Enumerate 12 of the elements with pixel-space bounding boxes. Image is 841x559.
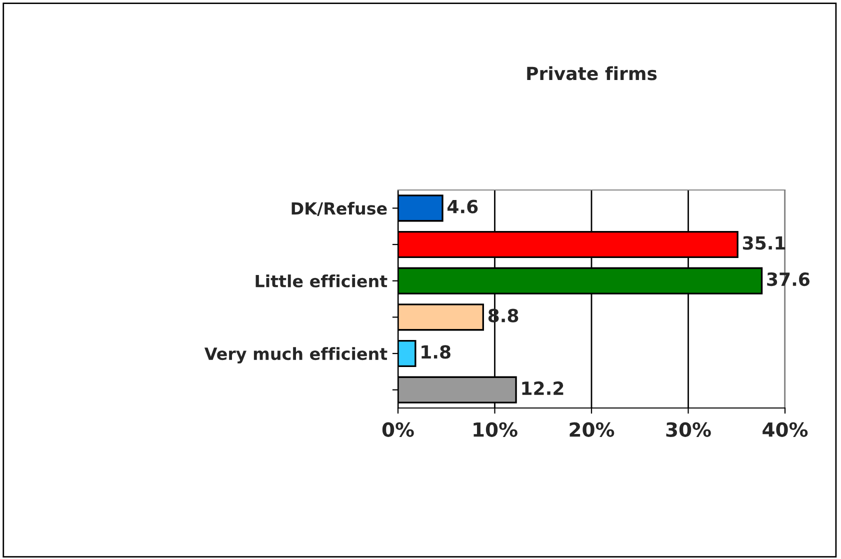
- x-tick-label: 0%: [382, 422, 414, 437]
- x-tick-label: 40%: [762, 422, 808, 437]
- x-tick-label: 10%: [474, 422, 518, 437]
- data-label: 4.6: [447, 200, 478, 214]
- y-tick-label: Little efficient: [256, 274, 388, 288]
- data-label: 12.2: [522, 381, 564, 395]
- data-label: 1.8: [422, 345, 450, 359]
- chart-title: Private firms: [527, 66, 657, 80]
- y-tick-label: Very much efficient: [204, 347, 388, 364]
- x-tick-label: 20%: [570, 422, 614, 437]
- x-tick-label: 30%: [666, 422, 711, 437]
- y-tick-label: DK/Refuse: [292, 202, 387, 216]
